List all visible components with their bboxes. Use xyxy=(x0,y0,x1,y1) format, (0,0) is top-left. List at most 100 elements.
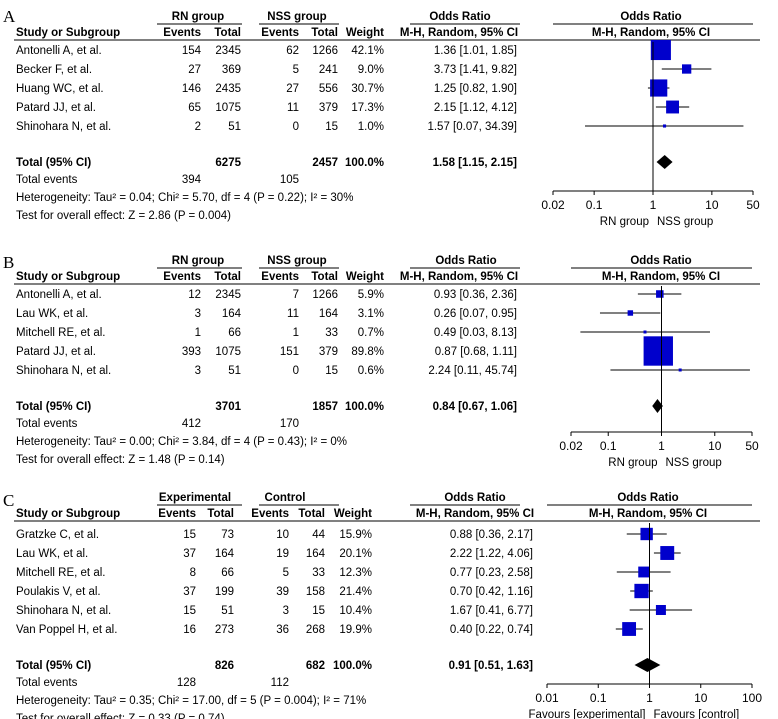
total-events-2: 112 xyxy=(271,677,289,689)
study-name: Gratzke C, et al. xyxy=(16,529,99,541)
total-1: 273 xyxy=(215,624,234,636)
total-label: Total (95% CI) xyxy=(16,401,91,413)
table-row: Patard JJ, et al. 393 1075 151 379 89.8% 0.87 … xyxy=(16,336,673,366)
table-row: Huang WC, et al. 146 2435 27 556 30.7% 1.25 [0… xyxy=(16,79,670,97)
overall-effect-text: Test for overall effect: Z = 1.48 (P = 0… xyxy=(16,454,225,466)
events-2: 3 xyxy=(283,605,289,617)
study-name: Shinohara N, et al. xyxy=(16,605,111,617)
events-1: 154 xyxy=(182,45,202,57)
study-marker xyxy=(682,64,692,74)
table-row: Mitchell RE, et al. 1 66 1 33 0.7% 0.49 [0.03,… xyxy=(16,327,710,339)
study-name: Huang WC, et al. xyxy=(16,83,104,95)
col-header-study: Study or Subgroup xyxy=(16,508,120,520)
study-marker xyxy=(638,566,650,578)
x-tick-label: 1 xyxy=(650,198,657,212)
x-tick-label: 0.1 xyxy=(600,439,617,453)
study-marker xyxy=(627,310,634,316)
odds-ratio-plot-header: Odds Ratio xyxy=(630,255,691,267)
odds-ratio-ci: 2.24 [0.11, 45.74] xyxy=(428,365,517,377)
col-header-events-1: Events xyxy=(158,508,196,520)
col-header-total-1: Total xyxy=(214,27,241,39)
odds-ratio-ci: 0.26 [0.07, 0.95] xyxy=(434,308,517,320)
total-2: 1266 xyxy=(312,45,338,57)
col-header-ci: M-H, Random, 95% CI xyxy=(416,508,534,520)
panel-letter: C xyxy=(3,491,14,510)
events-1: 16 xyxy=(183,624,196,636)
total-1: 1075 xyxy=(215,346,241,358)
weight: 21.4% xyxy=(339,586,372,598)
events-2: 0 xyxy=(293,121,299,133)
total-2: 33 xyxy=(312,567,325,579)
table-row: Antonelli A, et al. 12 2345 7 1266 5.9% 0.93 [… xyxy=(16,289,682,301)
favours-right-label: NSS group xyxy=(657,216,713,228)
events-1: 146 xyxy=(182,83,201,95)
x-tick-label: 0.1 xyxy=(586,198,603,212)
total-ci: 0.84 [0.67, 1.06] xyxy=(433,401,518,413)
weight: 15.9% xyxy=(339,529,372,541)
total-n2: 1857 xyxy=(312,401,338,413)
total-1: 1075 xyxy=(215,102,241,114)
weight: 5.9% xyxy=(358,289,384,301)
study-marker xyxy=(656,290,664,298)
events-2: 11 xyxy=(287,102,299,114)
odds-ratio-ci: 0.93 [0.36, 2.36] xyxy=(434,289,517,301)
odds-ratio-ci: 1.36 [1.01, 1.85] xyxy=(434,45,517,57)
x-tick-label: 0.01 xyxy=(535,691,559,705)
study-name: Van Poppel H, et al. xyxy=(16,624,117,636)
study-name: Lau WK, et al. xyxy=(16,548,88,560)
events-1: 3 xyxy=(195,308,201,320)
table-row: Poulakis V, et al. 37 199 39 158 21.4% 0.70 [0… xyxy=(16,583,653,599)
total-2: 1266 xyxy=(312,289,338,301)
study-name: Patard JJ, et al. xyxy=(16,102,96,114)
col-header-ci: M-H, Random, 95% CI xyxy=(400,271,518,283)
x-tick-label: 10 xyxy=(705,198,719,212)
total-1: 51 xyxy=(228,121,241,133)
total-2: 241 xyxy=(319,64,338,76)
total-label: Total (95% CI) xyxy=(16,157,91,169)
events-2: 27 xyxy=(286,83,299,95)
total-1: 2435 xyxy=(215,83,241,95)
odds-ratio-ci: 0.77 [0.23, 2.58] xyxy=(450,567,533,579)
total-events-label: Total events xyxy=(16,677,78,689)
events-1: 15 xyxy=(183,605,196,617)
col-header-events-2: Events xyxy=(261,271,299,283)
col-header-weight: Weight xyxy=(346,271,384,283)
favours-right-label: NSS group xyxy=(666,457,722,469)
x-tick-label: 100 xyxy=(742,691,762,705)
odds-ratio-ci: 2.22 [1.22, 4.06] xyxy=(450,548,533,560)
total-events-1: 412 xyxy=(182,418,201,430)
total-2: 15 xyxy=(325,121,338,133)
group1-header: Experimental xyxy=(159,492,231,504)
study-marker xyxy=(650,79,668,97)
study-marker xyxy=(643,336,673,366)
favours-left-label: RN group xyxy=(608,457,657,469)
total-events-2: 105 xyxy=(280,174,299,186)
x-tick-label: 1 xyxy=(658,439,665,453)
study-marker xyxy=(640,527,653,541)
study-name: Antonelli A, et al. xyxy=(16,289,102,301)
events-2: 7 xyxy=(293,289,299,301)
x-tick-label: 10 xyxy=(708,439,722,453)
odds-ratio-ci: 0.88 [0.36, 2.17] xyxy=(450,529,533,541)
total-weight: 100.0% xyxy=(345,157,384,169)
panel-letter: B xyxy=(3,253,14,272)
events-2: 0 xyxy=(293,365,299,377)
odds-ratio-header: Odds Ratio xyxy=(429,11,490,23)
weight: 0.7% xyxy=(358,327,384,339)
weight: 19.9% xyxy=(339,624,372,636)
group1-header: RN group xyxy=(172,11,224,23)
col-header-events-1: Events xyxy=(163,27,201,39)
heterogeneity-text: Heterogeneity: Tau² = 0.04; Chi² = 5.70,… xyxy=(16,192,353,204)
heterogeneity-text: Heterogeneity: Tau² = 0.00; Chi² = 3.84,… xyxy=(16,436,347,448)
total-1: 66 xyxy=(228,327,241,339)
events-2: 5 xyxy=(293,64,299,76)
total-1: 164 xyxy=(222,308,242,320)
total-2: 379 xyxy=(319,102,338,114)
events-1: 8 xyxy=(190,567,196,579)
col-header-total-2: Total xyxy=(298,508,325,520)
total-1: 66 xyxy=(221,567,234,579)
table-row: Antonelli A, et al. 154 2345 62 1266 42.1% 1.3… xyxy=(16,39,671,61)
col-header-weight: Weight xyxy=(346,27,384,39)
total-1: 73 xyxy=(221,529,234,541)
col-header-study: Study or Subgroup xyxy=(16,27,120,39)
